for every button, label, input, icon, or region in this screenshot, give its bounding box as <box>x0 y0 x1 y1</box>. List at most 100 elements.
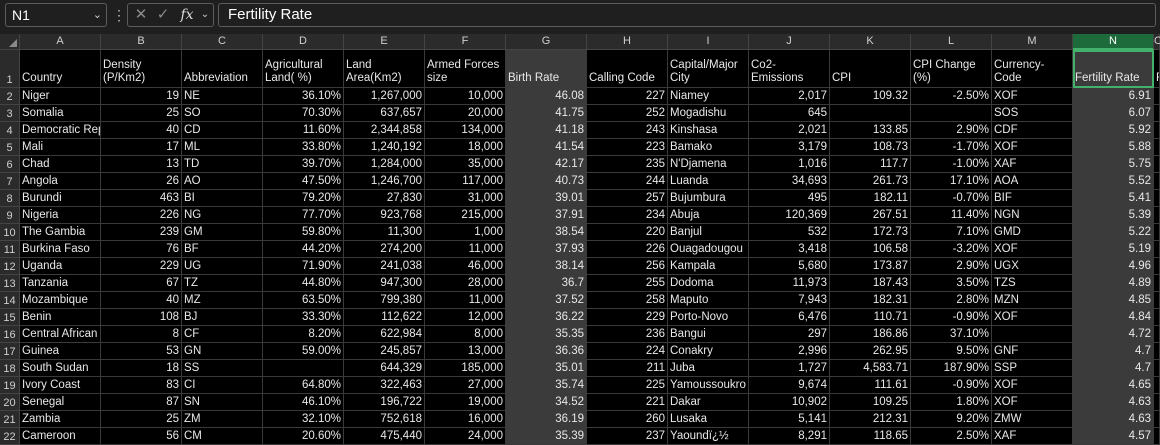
table-cell[interactable]: 46.08 <box>506 88 587 105</box>
table-cell[interactable]: CDF <box>992 122 1073 139</box>
table-cell[interactable]: -0.90% <box>911 309 992 326</box>
table-cell[interactable] <box>911 105 992 122</box>
table-cell[interactable]: -2.50% <box>911 88 992 105</box>
table-cell[interactable]: 13 <box>101 156 182 173</box>
table-cell[interactable]: 245,857 <box>344 343 425 360</box>
column-header-m[interactable]: M <box>992 34 1073 50</box>
table-cell[interactable]: 35.35 <box>506 326 587 343</box>
table-cell[interactable]: 76 <box>101 241 182 258</box>
table-cell[interactable]: 36.7 <box>506 275 587 292</box>
table-cell[interactable]: Tanzania <box>20 275 101 292</box>
table-cell[interactable]: UGX <box>992 258 1073 275</box>
table-cell[interactable]: 6.91 <box>1073 88 1154 105</box>
column-header-c[interactable]: C <box>182 34 263 50</box>
table-cell[interactable]: -1.70% <box>911 139 992 156</box>
table-cell[interactable]: 239 <box>101 224 182 241</box>
row-header-13[interactable]: 13 <box>0 275 20 292</box>
table-cell[interactable]: BI <box>182 190 263 207</box>
table-cell[interactable]: 7,943 <box>749 292 830 309</box>
table-cell[interactable]: CM <box>182 428 263 445</box>
table-cell[interactable]: 227 <box>587 88 668 105</box>
table-cell[interactable] <box>1154 122 1160 139</box>
table-cell[interactable]: 229 <box>587 309 668 326</box>
table-cell[interactable]: 2.80% <box>911 292 992 309</box>
column-title-cell[interactable]: Armed Forces size <box>425 50 506 88</box>
table-cell[interactable]: XAF <box>992 156 1073 173</box>
table-cell[interactable]: Bujumbura <box>668 190 749 207</box>
table-cell[interactable]: 9,674 <box>749 377 830 394</box>
table-cell[interactable]: 241,038 <box>344 258 425 275</box>
table-cell[interactable]: 40 <box>101 122 182 139</box>
table-cell[interactable] <box>1154 275 1160 292</box>
table-cell[interactable]: 185,000 <box>425 360 506 377</box>
table-cell[interactable]: 11,000 <box>425 241 506 258</box>
row-header-6[interactable]: 6 <box>0 156 20 173</box>
table-cell[interactable]: 187.90% <box>911 360 992 377</box>
table-cell[interactable]: BF <box>182 241 263 258</box>
table-cell[interactable]: 9.50% <box>911 343 992 360</box>
table-cell[interactable]: Yaoundï¿½ <box>668 428 749 445</box>
column-title-cell[interactable]: Capital/Major City <box>668 50 749 88</box>
table-cell[interactable]: 252 <box>587 105 668 122</box>
table-cell[interactable] <box>1154 292 1160 309</box>
table-cell[interactable]: 2,344,858 <box>344 122 425 139</box>
table-cell[interactable]: 2.50% <box>911 428 992 445</box>
table-cell[interactable]: 1,000 <box>425 224 506 241</box>
table-cell[interactable]: 118.65 <box>830 428 911 445</box>
table-cell[interactable]: SSP <box>992 360 1073 377</box>
table-cell[interactable]: -0.90% <box>911 377 992 394</box>
table-cell[interactable]: Uganda <box>20 258 101 275</box>
row-header-9[interactable]: 9 <box>0 207 20 224</box>
row-header-21[interactable]: 21 <box>0 411 20 428</box>
table-cell[interactable]: 27,000 <box>425 377 506 394</box>
table-cell[interactable]: Banjul <box>668 224 749 241</box>
table-cell[interactable]: 12,000 <box>425 309 506 326</box>
table-cell[interactable]: 237 <box>587 428 668 445</box>
table-cell[interactable]: 1,246,700 <box>344 173 425 190</box>
table-cell[interactable] <box>1154 207 1160 224</box>
table-cell[interactable]: XOF <box>992 241 1073 258</box>
table-cell[interactable]: 2.90% <box>911 122 992 139</box>
table-cell[interactable] <box>1154 394 1160 411</box>
table-cell[interactable]: 112,622 <box>344 309 425 326</box>
table-cell[interactable]: 19,000 <box>425 394 506 411</box>
column-title-cell[interactable]: Calling Code <box>587 50 668 88</box>
row-header-22[interactable]: 22 <box>0 428 20 445</box>
row-header-14[interactable]: 14 <box>0 292 20 309</box>
table-cell[interactable]: XOF <box>992 139 1073 156</box>
table-cell[interactable]: Porto-Novo <box>668 309 749 326</box>
row-header-10[interactable]: 10 <box>0 224 20 241</box>
table-cell[interactable]: 111.61 <box>830 377 911 394</box>
table-cell[interactable]: 117.7 <box>830 156 911 173</box>
table-cell[interactable]: 11.60% <box>263 122 344 139</box>
table-cell[interactable]: Ouagadougou <box>668 241 749 258</box>
table-cell[interactable]: SS <box>182 360 263 377</box>
table-cell[interactable]: 41.54 <box>506 139 587 156</box>
table-cell[interactable]: 6,476 <box>749 309 830 326</box>
table-cell[interactable]: XOF <box>992 88 1073 105</box>
table-cell[interactable]: 1,284,000 <box>344 156 425 173</box>
table-cell[interactable]: 234 <box>587 207 668 224</box>
table-cell[interactable]: Bamako <box>668 139 749 156</box>
table-cell[interactable]: 4.96 <box>1073 258 1154 275</box>
table-cell[interactable]: 44.80% <box>263 275 344 292</box>
table-cell[interactable]: 37.93 <box>506 241 587 258</box>
table-cell[interactable]: 67 <box>101 275 182 292</box>
table-cell[interactable]: 215,000 <box>425 207 506 224</box>
table-cell[interactable]: 134,000 <box>425 122 506 139</box>
table-cell[interactable]: 87 <box>101 394 182 411</box>
table-cell[interactable]: 47.50% <box>263 173 344 190</box>
table-cell[interactable]: 8 <box>101 326 182 343</box>
table-cell[interactable]: 6.07 <box>1073 105 1154 122</box>
column-title-cell[interactable]: Country <box>20 50 101 88</box>
table-cell[interactable]: Benin <box>20 309 101 326</box>
column-title-cell[interactable]: Currency-Code <box>992 50 1073 88</box>
table-cell[interactable]: 117,000 <box>425 173 506 190</box>
table-cell[interactable]: 109.25 <box>830 394 911 411</box>
table-cell[interactable] <box>1154 309 1160 326</box>
table-cell[interactable]: 644,329 <box>344 360 425 377</box>
table-cell[interactable]: GMD <box>992 224 1073 241</box>
table-cell[interactable]: 35.39 <box>506 428 587 445</box>
table-cell[interactable]: -0.70% <box>911 190 992 207</box>
table-cell[interactable]: 46.10% <box>263 394 344 411</box>
